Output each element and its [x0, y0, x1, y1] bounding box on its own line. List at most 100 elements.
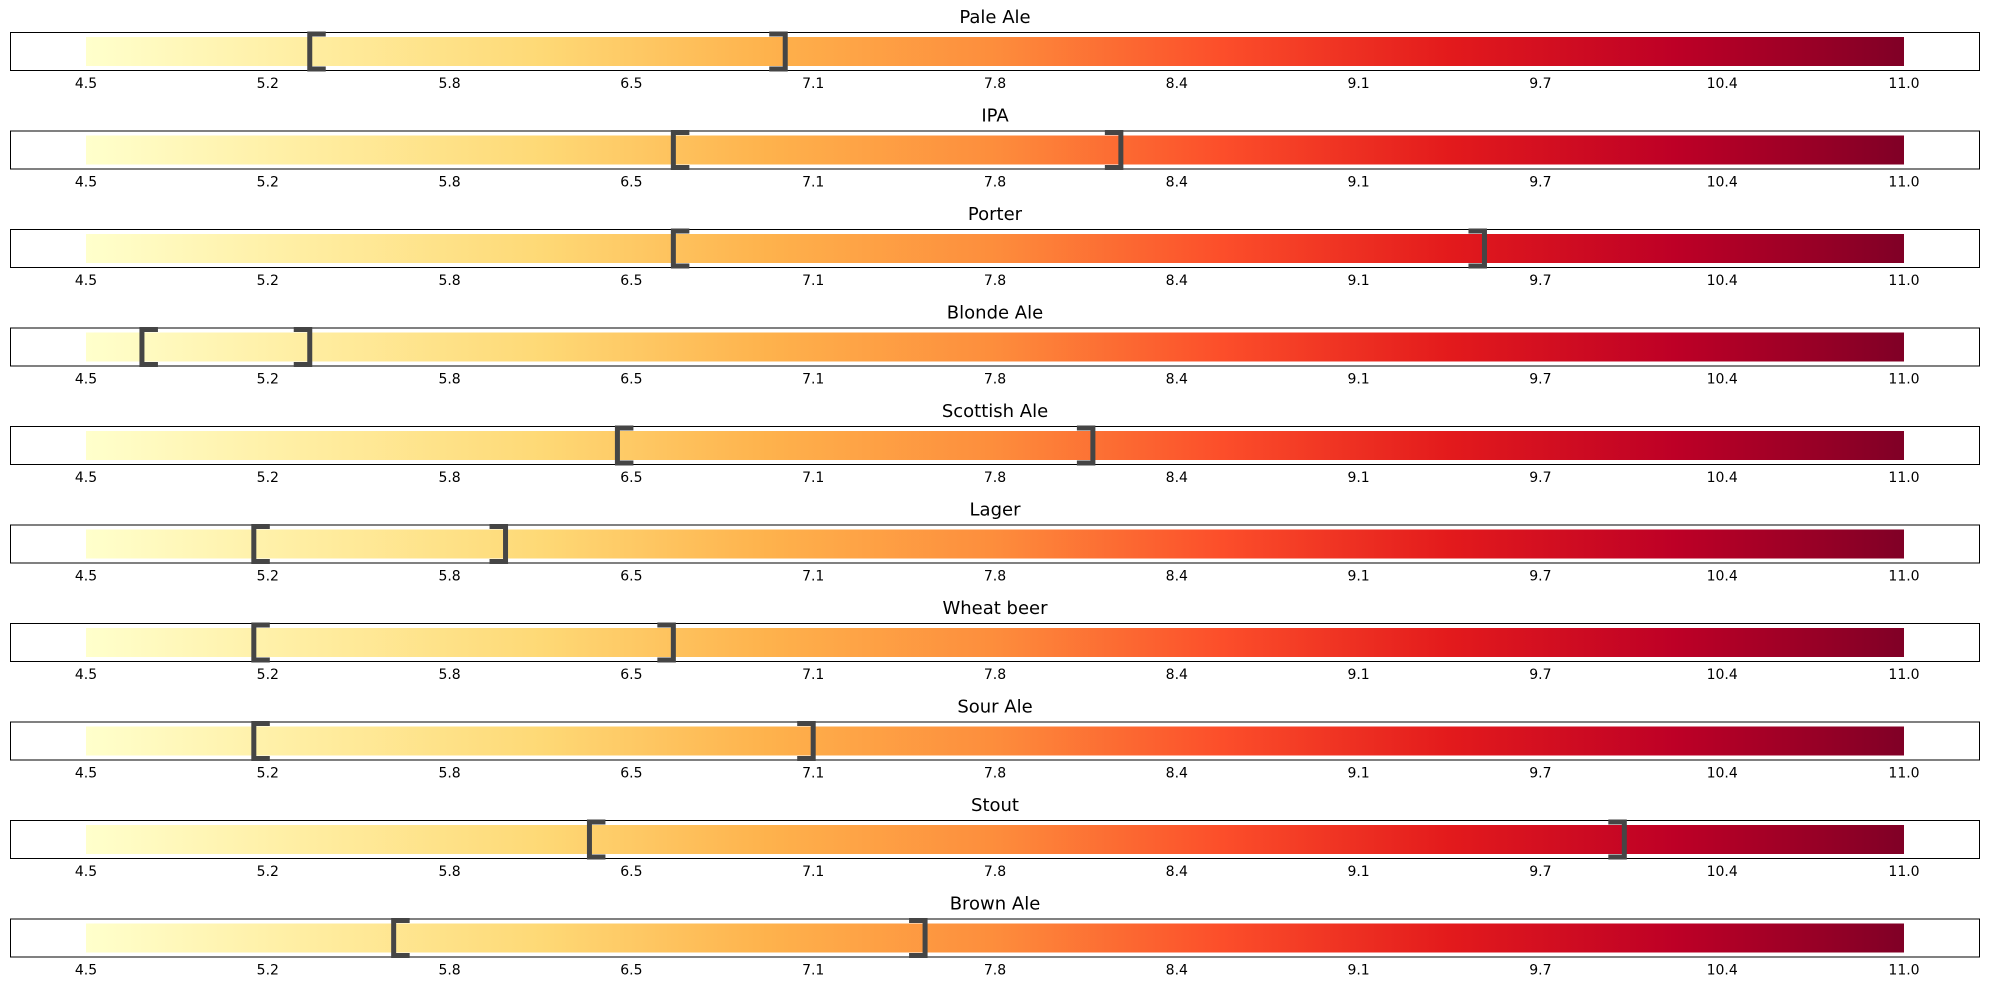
x-tick-label: 7.8: [984, 667, 1006, 683]
row-scottish-ale: Scottish Ale 4.5 5.2 5.8 6.5 7.1 7.8 8.4 9.1 9.7 1…: [10, 401, 1980, 486]
x-tick-label: 11.0: [1888, 963, 1919, 979]
x-tick-label: 9.7: [1529, 963, 1551, 979]
x-tick-label: 9.7: [1529, 470, 1551, 486]
x-tick-label: 5.8: [438, 963, 460, 979]
range-low-bracket: [251, 721, 270, 761]
x-tick-label: 5.2: [257, 864, 279, 880]
x-tick-label: 11.0: [1888, 470, 1919, 486]
gradient-bar: [86, 431, 1904, 460]
x-tick-label: 6.5: [620, 766, 642, 782]
x-tick-label: 9.1: [1347, 273, 1369, 289]
x-tick-label: 9.7: [1529, 273, 1551, 289]
x-tick-label: 8.4: [1166, 76, 1188, 92]
row-lager: Lager 4.5 5.2 5.8 6.5 7.1 7.8 8.4 9.1 9.7 10.4 11.0: [10, 500, 1980, 585]
range-high-bracket: [489, 524, 509, 564]
x-tick-label: 5.2: [257, 273, 279, 289]
row-brown-ale: Brown Ale 4.5 5.2 5.8 6.5 7.1 7.8 8.4 9.1 9.7 10.4…: [10, 894, 1980, 979]
x-tick-label: 5.8: [438, 273, 460, 289]
x-tick-label: 7.8: [984, 864, 1006, 880]
row-title: Pale Ale: [959, 7, 1030, 28]
x-tick-label: 5.8: [438, 470, 460, 486]
x-tick-label: 6.5: [620, 372, 642, 388]
range-low-bracket: [251, 524, 270, 564]
range-low-bracket: [251, 622, 270, 663]
range-high-bracket: [797, 721, 816, 761]
range-high-bracket: [1104, 130, 1124, 170]
x-tick-label: 7.1: [802, 372, 824, 388]
x-tick-label: 10.4: [1707, 864, 1738, 880]
x-tick-label: 9.7: [1529, 372, 1551, 388]
x-tick-label: 10.4: [1707, 372, 1738, 388]
x-tick-label: 7.8: [984, 76, 1006, 92]
x-tick-label: 8.4: [1166, 470, 1188, 486]
range-low-bracket: [307, 31, 326, 72]
gradient-bar: [86, 923, 1904, 953]
range-high-bracket: [769, 31, 788, 72]
range-high-bracket: [1076, 425, 1096, 466]
gradient-bar: [86, 628, 1904, 657]
x-tick-label: 10.4: [1707, 766, 1738, 782]
row-title: Stout: [971, 795, 1019, 816]
x-tick-label: 6.5: [620, 76, 642, 92]
x-tick-label: 6.5: [620, 963, 642, 979]
x-tick-label: 11.0: [1888, 76, 1919, 92]
x-tick-label: 11.0: [1888, 864, 1919, 880]
x-tick-label: 9.7: [1529, 667, 1551, 683]
x-tick-label: 8.4: [1166, 864, 1188, 880]
x-tick-label: 8.4: [1166, 667, 1188, 683]
x-tick-label: 9.1: [1347, 766, 1369, 782]
row-title: IPA: [981, 106, 1009, 127]
x-tick-label: 6.5: [620, 667, 642, 683]
x-tick-label: 8.4: [1166, 569, 1188, 585]
x-tick-label: 4.5: [75, 273, 97, 289]
x-tick-label: 9.1: [1347, 76, 1369, 92]
x-tick-label: 6.5: [620, 273, 642, 289]
row-wheat-beer: Wheat beer 4.5 5.2 5.8 6.5 7.1 7.8 8.4 9.1 9.7 10.…: [10, 598, 1980, 683]
x-tick-label: 7.8: [984, 569, 1006, 585]
x-tick-label: 5.2: [257, 667, 279, 683]
x-tick-label: 5.8: [438, 175, 460, 191]
range-high-bracket: [293, 327, 313, 367]
row-sour-ale: Sour Ale 4.5 5.2 5.8 6.5 7.1 7.8 8.4 9.1 9.7 10.4 1…: [10, 697, 1980, 782]
gradient-bar: [86, 234, 1904, 263]
x-tick-label: 9.7: [1529, 569, 1551, 585]
x-tick-label: 11.0: [1888, 175, 1919, 191]
range-high-bracket: [909, 918, 928, 958]
x-tick-label: 5.8: [438, 864, 460, 880]
x-tick-label: 5.2: [257, 569, 279, 585]
x-tick-label: 6.5: [620, 175, 642, 191]
x-tick-label: 8.4: [1166, 963, 1188, 979]
row-title: Wheat beer: [942, 598, 1048, 619]
x-tick-label: 10.4: [1707, 76, 1738, 92]
x-tick-label: 8.4: [1166, 273, 1188, 289]
row-stout: Stout 4.5 5.2 5.8 6.5 7.1 7.8 8.4 9.1 9.7 10.4 11.0: [10, 795, 1980, 880]
gradient-bar: [86, 37, 1904, 66]
range-high-bracket: [1608, 819, 1627, 860]
x-tick-label: 7.1: [802, 175, 824, 191]
x-tick-label: 9.1: [1347, 175, 1369, 191]
x-tick-label: 9.7: [1529, 175, 1551, 191]
x-tick-label: 5.2: [257, 963, 279, 979]
x-tick-label: 7.8: [984, 175, 1006, 191]
range-low-bracket: [586, 819, 606, 860]
gradient-bar: [86, 529, 1904, 559]
x-tick-label: 9.1: [1347, 372, 1369, 388]
x-tick-label: 8.4: [1166, 372, 1188, 388]
x-tick-label: 6.5: [620, 569, 642, 585]
x-tick-label: 10.4: [1707, 175, 1738, 191]
row-ipa: IPA 4.5 5.2 5.8 6.5 7.1 7.8 8.4 9.1 9.7 10.4 11.0: [10, 106, 1980, 191]
x-tick-label: 9.1: [1347, 963, 1369, 979]
x-tick-label: 4.5: [75, 864, 97, 880]
row-porter: Porter 4.5 5.2 5.8 6.5 7.1 7.8 8.4 9.1 9.7 10.4 11.…: [10, 204, 1980, 289]
x-tick-label: 8.4: [1166, 766, 1188, 782]
x-tick-label: 7.1: [802, 963, 824, 979]
x-tick-label: 9.1: [1347, 864, 1369, 880]
x-tick-label: 11.0: [1888, 667, 1919, 683]
row-title: Porter: [968, 204, 1023, 225]
x-tick-label: 7.1: [802, 273, 824, 289]
x-tick-label: 5.8: [438, 76, 460, 92]
x-tick-label: 5.8: [438, 372, 460, 388]
x-tick-label: 7.1: [802, 766, 824, 782]
row-title: Lager: [970, 500, 1022, 521]
x-tick-label: 11.0: [1888, 273, 1919, 289]
